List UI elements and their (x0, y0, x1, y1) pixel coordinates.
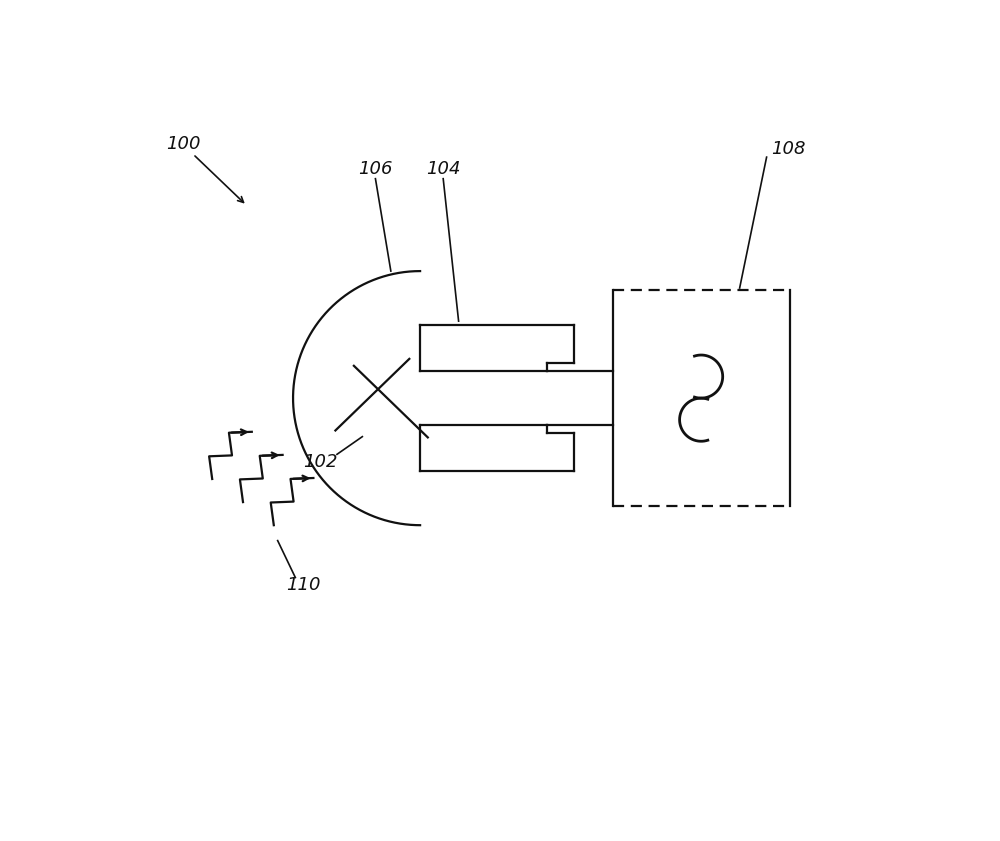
Text: 110: 110 (286, 576, 320, 595)
Text: 104: 104 (426, 161, 460, 178)
Text: 108: 108 (771, 140, 805, 158)
Text: 102: 102 (303, 453, 337, 471)
Text: 100: 100 (166, 135, 200, 153)
Text: 106: 106 (358, 161, 393, 178)
